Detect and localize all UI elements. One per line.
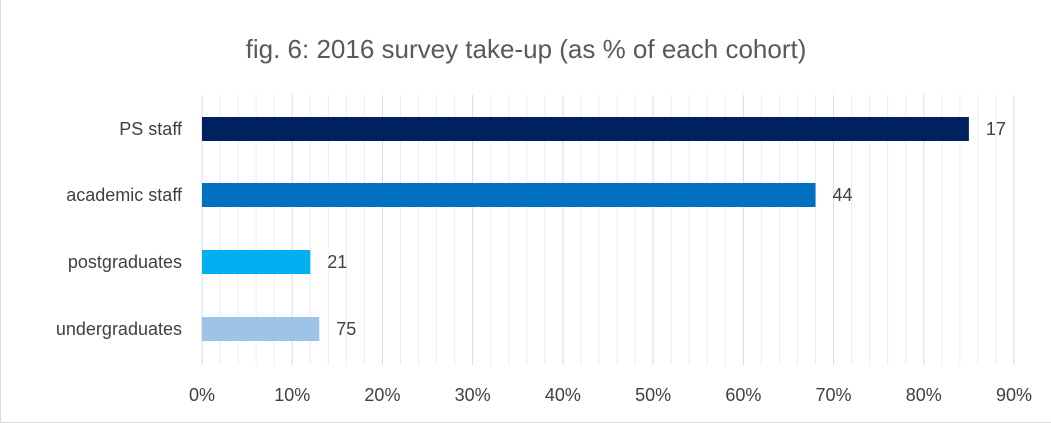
data-label: 44 — [833, 185, 853, 205]
bar — [202, 117, 969, 141]
data-label: 75 — [336, 319, 356, 339]
bar — [202, 183, 816, 207]
x-tick-label: 40% — [545, 385, 581, 405]
data-label: 21 — [327, 252, 347, 272]
x-tick-label: 90% — [996, 385, 1032, 405]
data-label: 17 — [986, 119, 1006, 139]
category-labels: PS staff academic staff postgraduates under… — [56, 119, 183, 339]
category-label: postgraduates — [68, 252, 182, 272]
x-tick-label: 70% — [816, 385, 852, 405]
x-tick-label: 50% — [635, 385, 671, 405]
x-axis-tick-labels: 0% 10% 20% 30% 40% 50% 60% 70% 80% 90% — [189, 385, 1032, 405]
x-tick-label: 30% — [455, 385, 491, 405]
x-tick-label: 80% — [906, 385, 942, 405]
bar — [202, 250, 311, 274]
data-labels: 17 44 21 75 — [327, 119, 1006, 339]
x-tick-label: 60% — [725, 385, 761, 405]
bars — [202, 117, 969, 341]
category-label: undergraduates — [56, 319, 182, 339]
category-label: PS staff — [119, 119, 183, 139]
x-tick-label: 0% — [189, 385, 215, 405]
bar — [202, 317, 320, 341]
x-tick-label: 10% — [274, 385, 310, 405]
chart-title: fig. 6: 2016 survey take-up (as % of eac… — [246, 34, 807, 64]
x-tick-label: 20% — [364, 385, 400, 405]
category-label: academic staff — [66, 185, 183, 205]
